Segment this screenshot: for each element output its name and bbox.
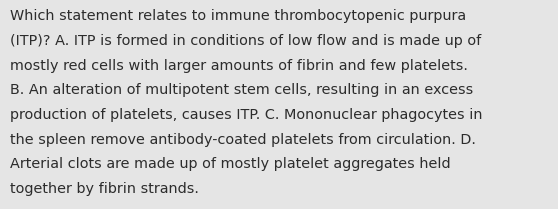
Text: B. An alteration of multipotent stem cells, resulting in an excess: B. An alteration of multipotent stem cel… <box>10 83 473 97</box>
Text: (ITP)? A. ITP is formed in conditions of low flow and is made up of: (ITP)? A. ITP is formed in conditions of… <box>10 34 482 48</box>
Text: Arterial clots are made up of mostly platelet aggregates held: Arterial clots are made up of mostly pla… <box>10 157 451 171</box>
Text: mostly red cells with larger amounts of fibrin and few platelets.: mostly red cells with larger amounts of … <box>10 59 468 73</box>
Text: together by fibrin strands.: together by fibrin strands. <box>10 182 199 196</box>
Text: production of platelets, causes ITP. C. Mononuclear phagocytes in: production of platelets, causes ITP. C. … <box>10 108 483 122</box>
Text: the spleen remove antibody-coated platelets from circulation. D.: the spleen remove antibody-coated platel… <box>10 133 476 147</box>
Text: Which statement relates to immune thrombocytopenic purpura: Which statement relates to immune thromb… <box>10 9 466 23</box>
